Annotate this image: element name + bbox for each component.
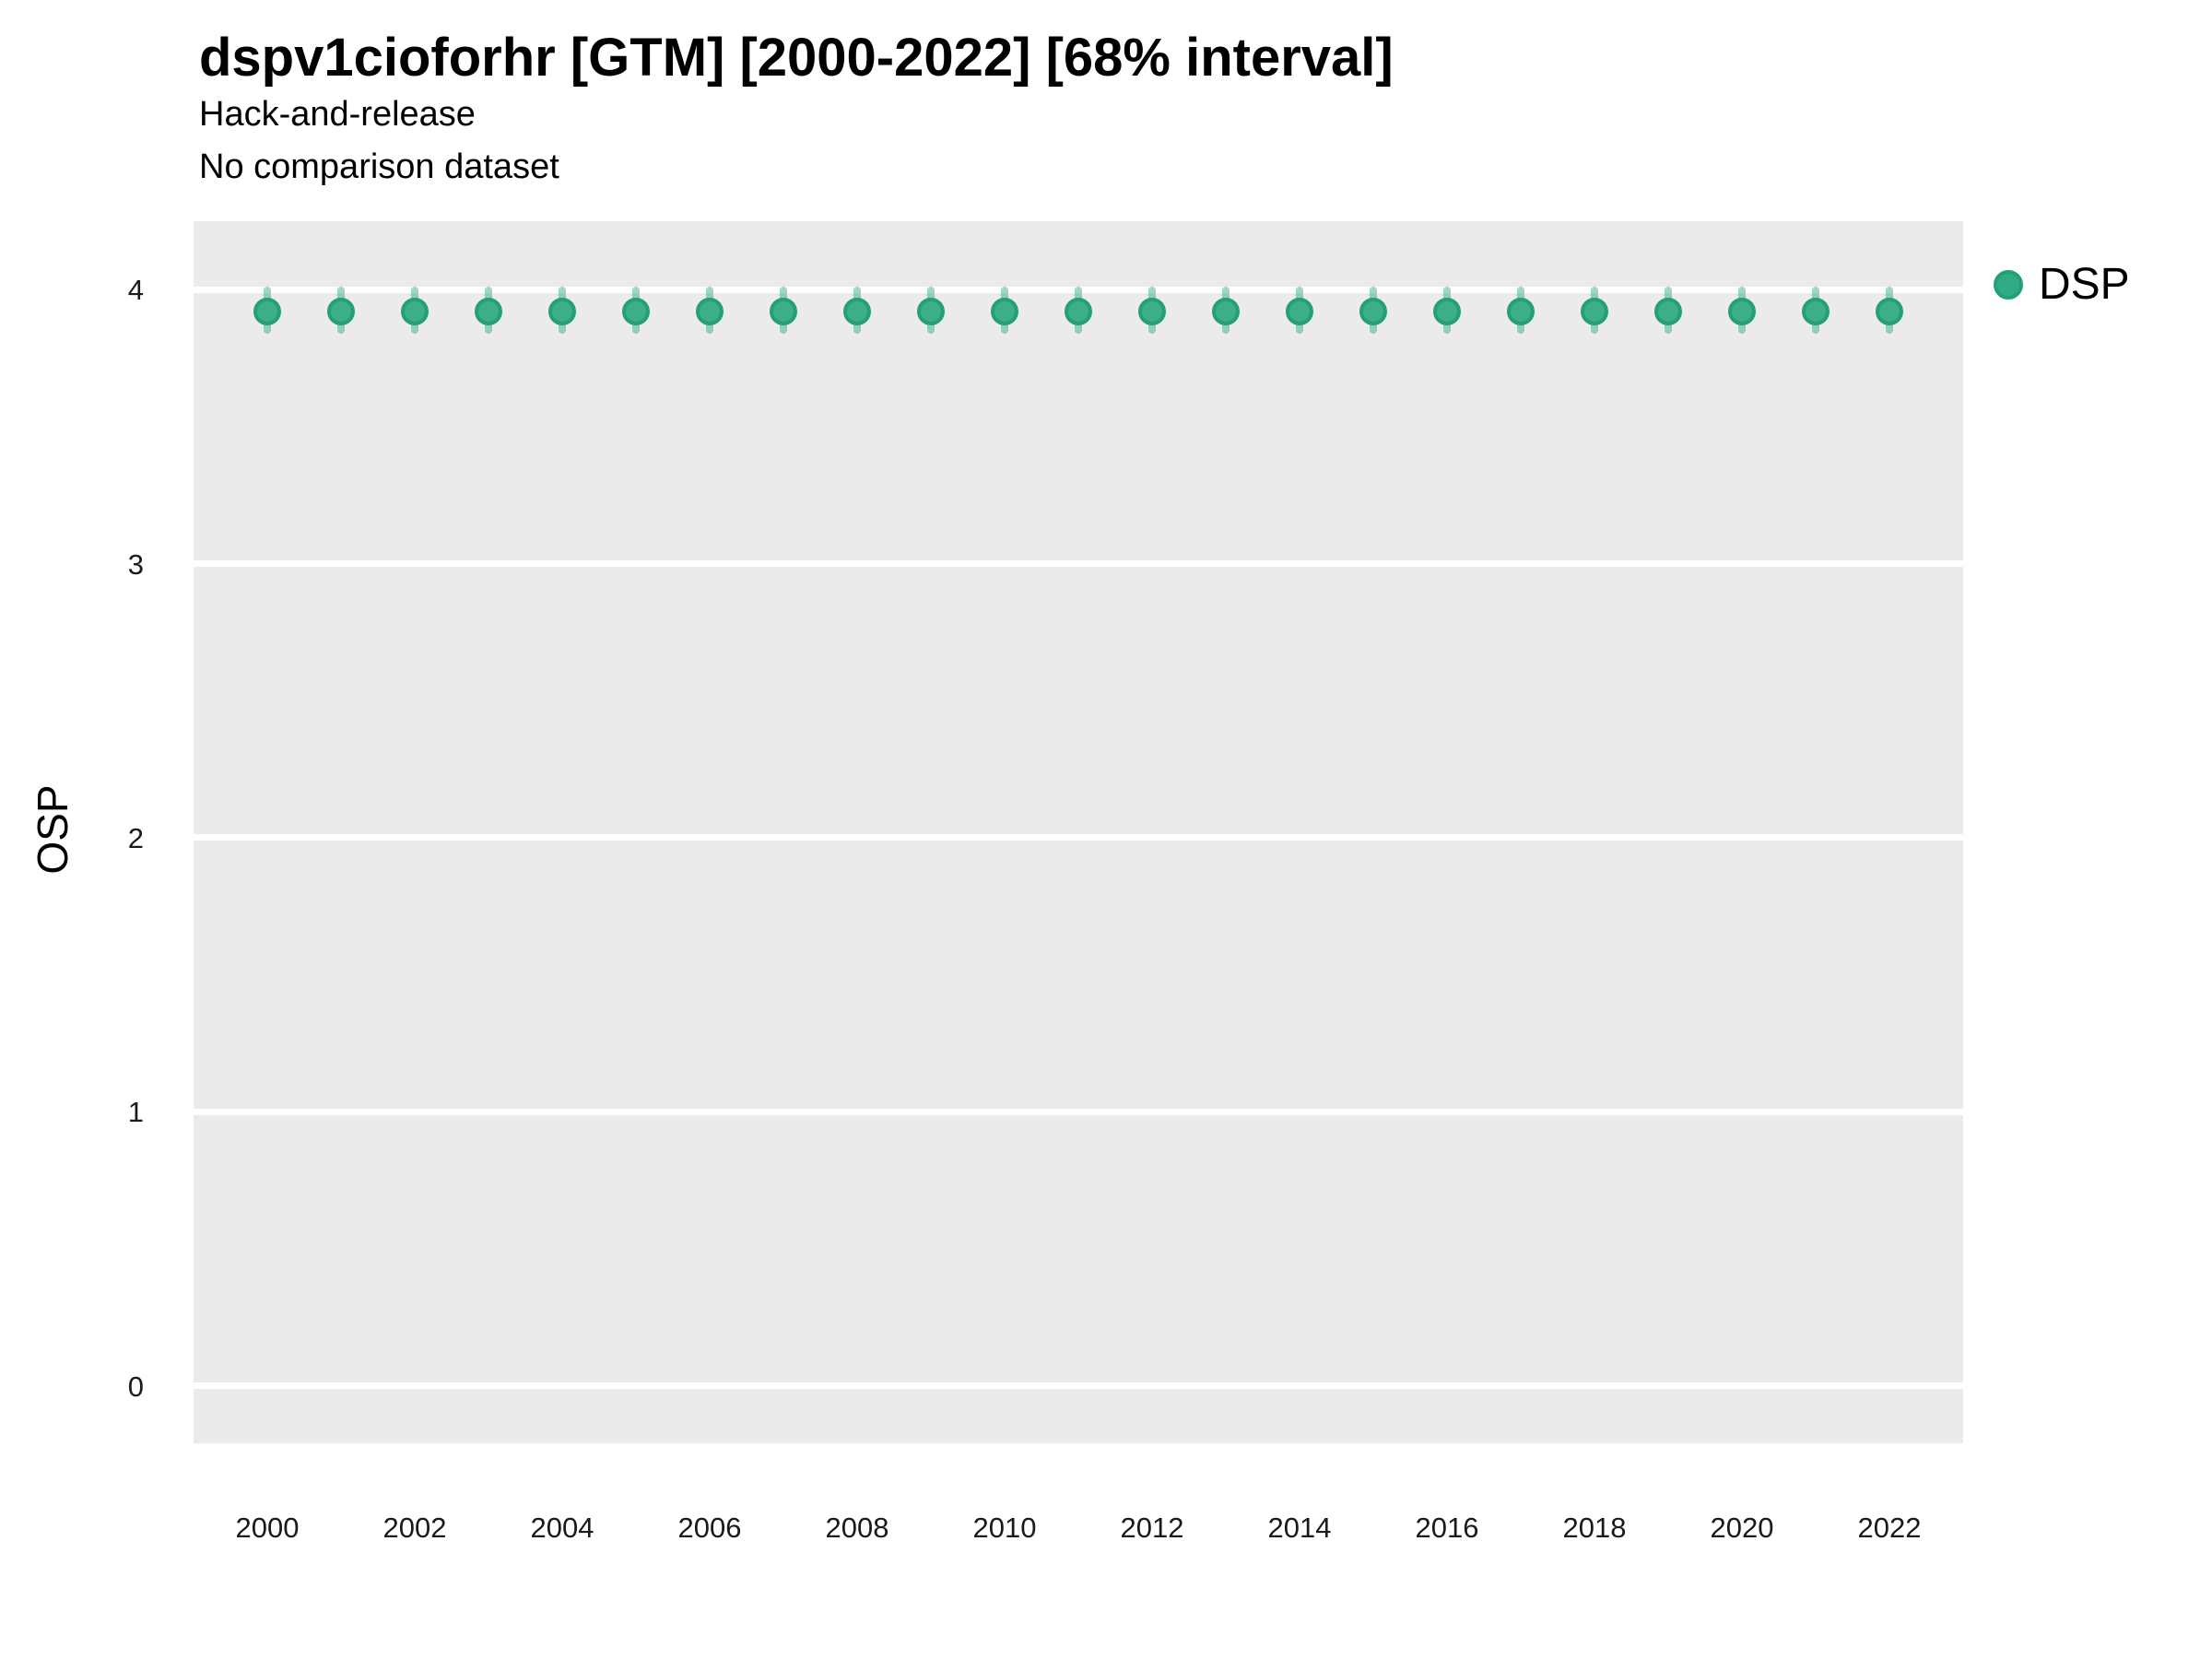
y-tick-label: 4 xyxy=(127,274,144,307)
data-point xyxy=(401,298,429,326)
data-point xyxy=(1581,298,1608,326)
x-tick-label: 2018 xyxy=(1562,1512,1627,1544)
data-point xyxy=(770,298,797,326)
legend: DSP xyxy=(1994,259,2130,310)
gridline-y-0 xyxy=(194,1382,1963,1390)
chart-subtitle-line2: No comparison dataset xyxy=(199,147,559,186)
chart-title: dspv1cioforhr [GTM] [2000-2022] [68% int… xyxy=(199,28,1394,88)
data-point xyxy=(622,298,650,326)
x-tick-label: 2020 xyxy=(1710,1512,1774,1544)
data-point xyxy=(1138,298,1166,326)
x-tick-label: 2002 xyxy=(382,1512,447,1544)
data-point xyxy=(1507,298,1535,326)
x-tick-label: 2004 xyxy=(530,1512,594,1544)
data-point xyxy=(991,298,1018,326)
data-point xyxy=(1654,298,1682,326)
data-point xyxy=(917,298,945,326)
chart-header: dspv1cioforhr [GTM] [2000-2022] [68% int… xyxy=(199,28,1394,194)
plot-panel xyxy=(194,221,1963,1443)
data-point xyxy=(475,298,502,326)
data-point xyxy=(1728,298,1756,326)
data-point xyxy=(1212,298,1240,326)
y-tick-label: 2 xyxy=(127,821,144,854)
gridline-y-4 xyxy=(194,286,1963,293)
x-tick-label: 2010 xyxy=(972,1512,1037,1544)
legend-dsp-dot-icon xyxy=(1994,269,2023,300)
y-tick-label: 0 xyxy=(127,1370,144,1403)
data-point xyxy=(1876,298,1903,326)
x-tick-label: 2008 xyxy=(825,1512,889,1544)
legend-dsp-label: DSP xyxy=(2039,260,2130,309)
y-tick-label: 1 xyxy=(127,1096,144,1129)
data-point xyxy=(1359,298,1387,326)
data-point xyxy=(548,298,576,326)
x-tick-label: 2000 xyxy=(235,1512,300,1544)
data-point xyxy=(1802,298,1830,326)
data-point xyxy=(843,298,871,326)
gridline-y-2 xyxy=(194,834,1963,841)
y-tick-label: 3 xyxy=(127,547,144,581)
x-tick-label: 2012 xyxy=(1120,1512,1184,1544)
data-point xyxy=(1065,298,1092,326)
data-point xyxy=(253,298,281,326)
data-point xyxy=(1433,298,1461,326)
x-tick-label: 2014 xyxy=(1267,1512,1332,1544)
x-tick-label: 2006 xyxy=(677,1512,742,1544)
data-point xyxy=(1286,298,1313,326)
x-tick-label: 2016 xyxy=(1415,1512,1479,1544)
data-point xyxy=(327,298,355,326)
x-tick-label: 2022 xyxy=(1857,1512,1922,1544)
chart-subtitle-line1: Hack-and-release xyxy=(199,95,476,134)
data-point xyxy=(696,298,724,326)
gridline-y-1 xyxy=(194,1108,1963,1115)
gridline-y-3 xyxy=(194,560,1963,568)
